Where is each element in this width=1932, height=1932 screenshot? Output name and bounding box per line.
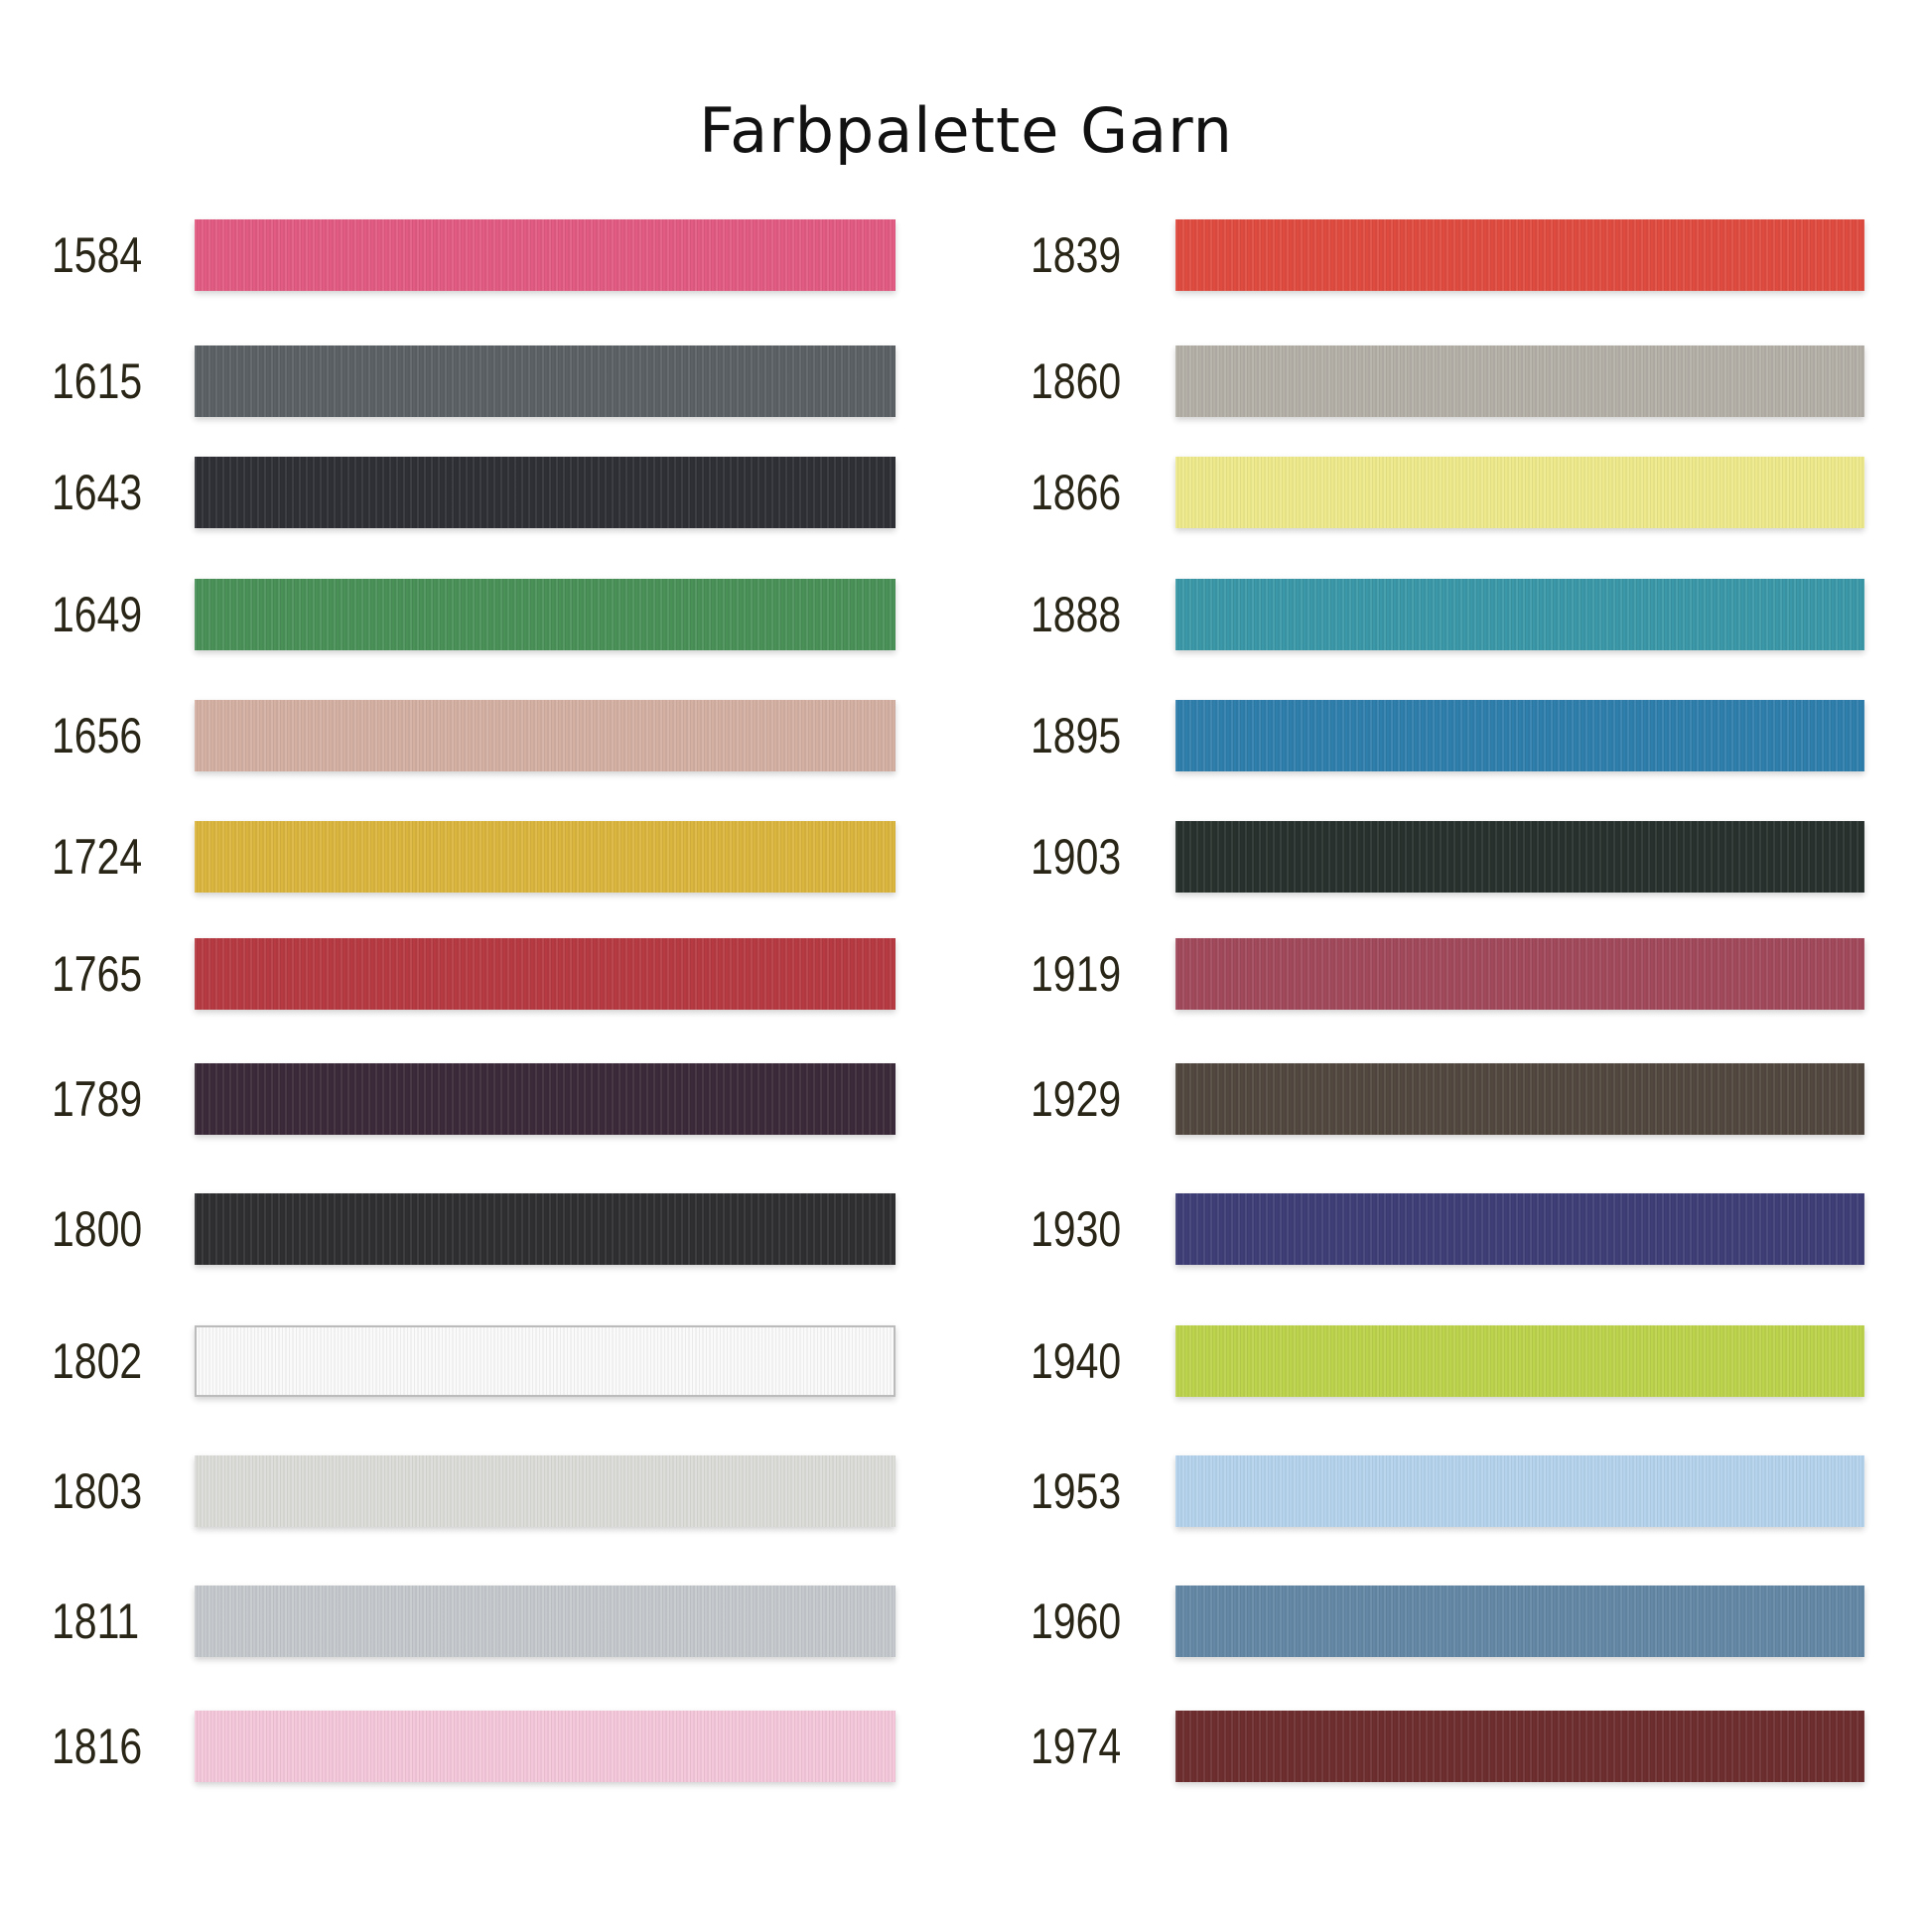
yarn-color-swatch [1175, 1711, 1864, 1782]
color-code-label: 1940 [1031, 1333, 1122, 1389]
color-code-label: 1615 [52, 353, 143, 409]
yarn-color-swatch [195, 938, 896, 1010]
color-swatch-row: 1930 [0, 1193, 1932, 1265]
yarn-color-swatch [1175, 219, 1864, 291]
color-code-label: 1811 [52, 1593, 140, 1649]
color-code-label: 1895 [1031, 708, 1122, 763]
color-code-label: 1960 [1031, 1593, 1122, 1649]
yarn-color-swatch [195, 1586, 896, 1657]
color-swatch-row: 1974 [0, 1711, 1932, 1782]
color-swatch-row: 1860 [0, 345, 1932, 417]
yarn-color-swatch [195, 579, 896, 650]
color-code-label: 1953 [1031, 1463, 1122, 1519]
yarn-color-swatch [195, 345, 896, 417]
color-code-label: 1649 [52, 587, 143, 642]
color-swatch-row: 1940 [0, 1325, 1932, 1397]
color-code-label: 1816 [52, 1719, 143, 1774]
color-swatch-row: 1811 [0, 1586, 1932, 1657]
yarn-color-swatch [1175, 1455, 1864, 1527]
color-code-label: 1643 [52, 465, 143, 520]
yarn-color-swatch [195, 219, 896, 291]
color-swatch-row: 1960 [0, 1586, 1932, 1657]
yarn-color-swatch [1175, 457, 1864, 528]
color-swatch-row: 1656 [0, 700, 1932, 771]
color-code-label: 1803 [52, 1463, 143, 1519]
color-code-label: 1724 [52, 829, 143, 885]
yarn-color-swatch [1175, 700, 1864, 771]
color-swatch-row: 1903 [0, 821, 1932, 893]
color-code-label: 1584 [52, 227, 143, 283]
color-swatch-row: 1584 [0, 219, 1932, 291]
yarn-color-swatch [1175, 1063, 1864, 1135]
yarn-color-swatch [1175, 821, 1864, 893]
color-code-label: 1789 [52, 1071, 143, 1127]
yarn-color-swatch [195, 821, 896, 893]
color-swatch-row: 1724 [0, 821, 1932, 893]
color-swatch-row: 1929 [0, 1063, 1932, 1135]
color-code-label: 1919 [1031, 946, 1122, 1002]
color-swatch-row: 1816 [0, 1711, 1932, 1782]
color-swatch-row: 1839 [0, 219, 1932, 291]
yarn-color-swatch [1175, 1325, 1864, 1397]
color-code-label: 1800 [52, 1201, 143, 1257]
color-swatch-row: 1649 [0, 579, 1932, 650]
color-code-label: 1974 [1031, 1719, 1122, 1774]
color-swatch-row: 1803 [0, 1455, 1932, 1527]
color-code-label: 1929 [1031, 1071, 1122, 1127]
yarn-color-swatch [1175, 1586, 1864, 1657]
color-code-label: 1930 [1031, 1201, 1122, 1257]
color-code-label: 1860 [1031, 353, 1122, 409]
yarn-color-swatch [195, 700, 896, 771]
color-code-label: 1802 [52, 1333, 143, 1389]
color-swatch-row: 1802 [0, 1325, 1932, 1397]
yarn-color-swatch [1175, 579, 1864, 650]
color-code-label: 1888 [1031, 587, 1122, 642]
yarn-color-swatch [195, 1455, 896, 1527]
color-swatch-row: 1800 [0, 1193, 1932, 1265]
page-title: Farbpalette Garn [699, 94, 1233, 167]
yarn-color-swatch [1175, 1193, 1864, 1265]
color-swatch-row: 1789 [0, 1063, 1932, 1135]
color-swatch-row: 1895 [0, 700, 1932, 771]
yarn-color-swatch [195, 457, 896, 528]
yarn-color-swatch [195, 1711, 896, 1782]
color-swatch-row: 1765 [0, 938, 1932, 1010]
color-swatch-row: 1888 [0, 579, 1932, 650]
color-swatch-row: 1919 [0, 938, 1932, 1010]
color-swatch-row: 1615 [0, 345, 1932, 417]
yarn-color-swatch [195, 1193, 896, 1265]
color-swatch-row: 1866 [0, 457, 1932, 528]
yarn-color-swatch [195, 1063, 896, 1135]
color-code-label: 1866 [1031, 465, 1122, 520]
color-swatch-row: 1953 [0, 1455, 1932, 1527]
color-code-label: 1765 [52, 946, 143, 1002]
yarn-color-swatch [1175, 938, 1864, 1010]
yarn-color-swatch [1175, 345, 1864, 417]
color-code-label: 1839 [1031, 227, 1122, 283]
color-swatch-row: 1643 [0, 457, 1932, 528]
color-code-label: 1656 [52, 708, 143, 763]
yarn-color-swatch [195, 1325, 896, 1397]
color-code-label: 1903 [1031, 829, 1122, 885]
